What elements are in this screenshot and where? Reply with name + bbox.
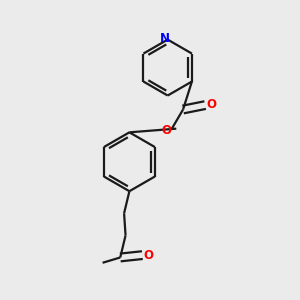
Text: N: N <box>160 32 170 45</box>
Text: O: O <box>206 98 216 111</box>
Text: O: O <box>161 124 171 136</box>
Text: O: O <box>143 249 153 262</box>
